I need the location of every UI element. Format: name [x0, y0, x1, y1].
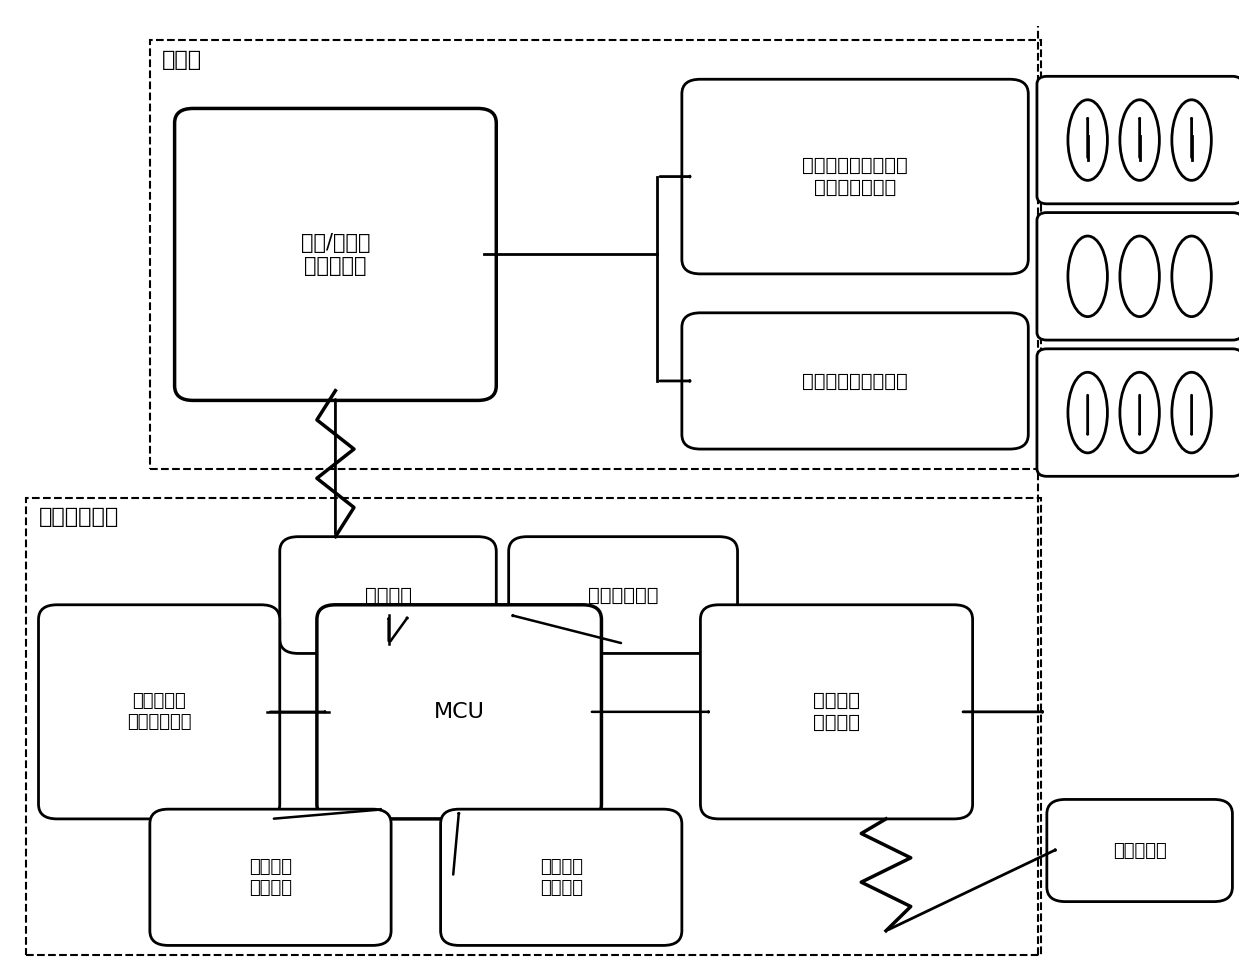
Text: 路口检测终端: 路口检测终端	[38, 508, 119, 527]
Ellipse shape	[1068, 372, 1107, 453]
Text: 系统电流
监控模块: 系统电流 监控模块	[539, 858, 583, 897]
Ellipse shape	[1068, 100, 1107, 181]
Ellipse shape	[1172, 236, 1211, 316]
FancyBboxPatch shape	[150, 809, 391, 946]
FancyBboxPatch shape	[317, 605, 601, 819]
FancyBboxPatch shape	[440, 809, 682, 946]
Ellipse shape	[1120, 236, 1159, 316]
FancyBboxPatch shape	[175, 108, 496, 400]
FancyBboxPatch shape	[280, 537, 496, 654]
Text: 通信模块: 通信模块	[365, 586, 412, 604]
FancyBboxPatch shape	[1037, 348, 1240, 476]
Text: 系统电压
监控模块: 系统电压 监控模块	[249, 858, 291, 897]
Text: 通用客户端支持模块
（钉钉、微信）: 通用客户端支持模块 （钉钉、微信）	[802, 156, 908, 197]
FancyBboxPatch shape	[1037, 76, 1240, 204]
Text: 交通信号
检测模块: 交通信号 检测模块	[813, 691, 861, 732]
FancyBboxPatch shape	[701, 605, 972, 819]
FancyBboxPatch shape	[38, 605, 280, 819]
Text: 交通信号机: 交通信号机	[1112, 841, 1167, 860]
FancyBboxPatch shape	[682, 313, 1028, 449]
FancyBboxPatch shape	[682, 79, 1028, 274]
Text: 位置/故障信
息通知模块: 位置/故障信 息通知模块	[300, 233, 371, 276]
Text: 交通信号机
状态监控模块: 交通信号机 状态监控模块	[126, 692, 191, 731]
Ellipse shape	[1120, 372, 1159, 453]
Ellipse shape	[1068, 236, 1107, 316]
FancyBboxPatch shape	[1047, 799, 1233, 902]
Ellipse shape	[1172, 372, 1211, 453]
Ellipse shape	[1120, 100, 1159, 181]
FancyBboxPatch shape	[150, 40, 1040, 468]
FancyBboxPatch shape	[508, 537, 738, 654]
Text: MCU: MCU	[434, 702, 485, 722]
Text: 专用客户端支持模块: 专用客户端支持模块	[802, 372, 908, 390]
Text: 服务器: 服务器	[162, 50, 202, 70]
FancyBboxPatch shape	[26, 498, 1040, 956]
Ellipse shape	[1172, 100, 1211, 181]
Text: 状态指示模块: 状态指示模块	[588, 586, 658, 604]
FancyBboxPatch shape	[1037, 213, 1240, 340]
